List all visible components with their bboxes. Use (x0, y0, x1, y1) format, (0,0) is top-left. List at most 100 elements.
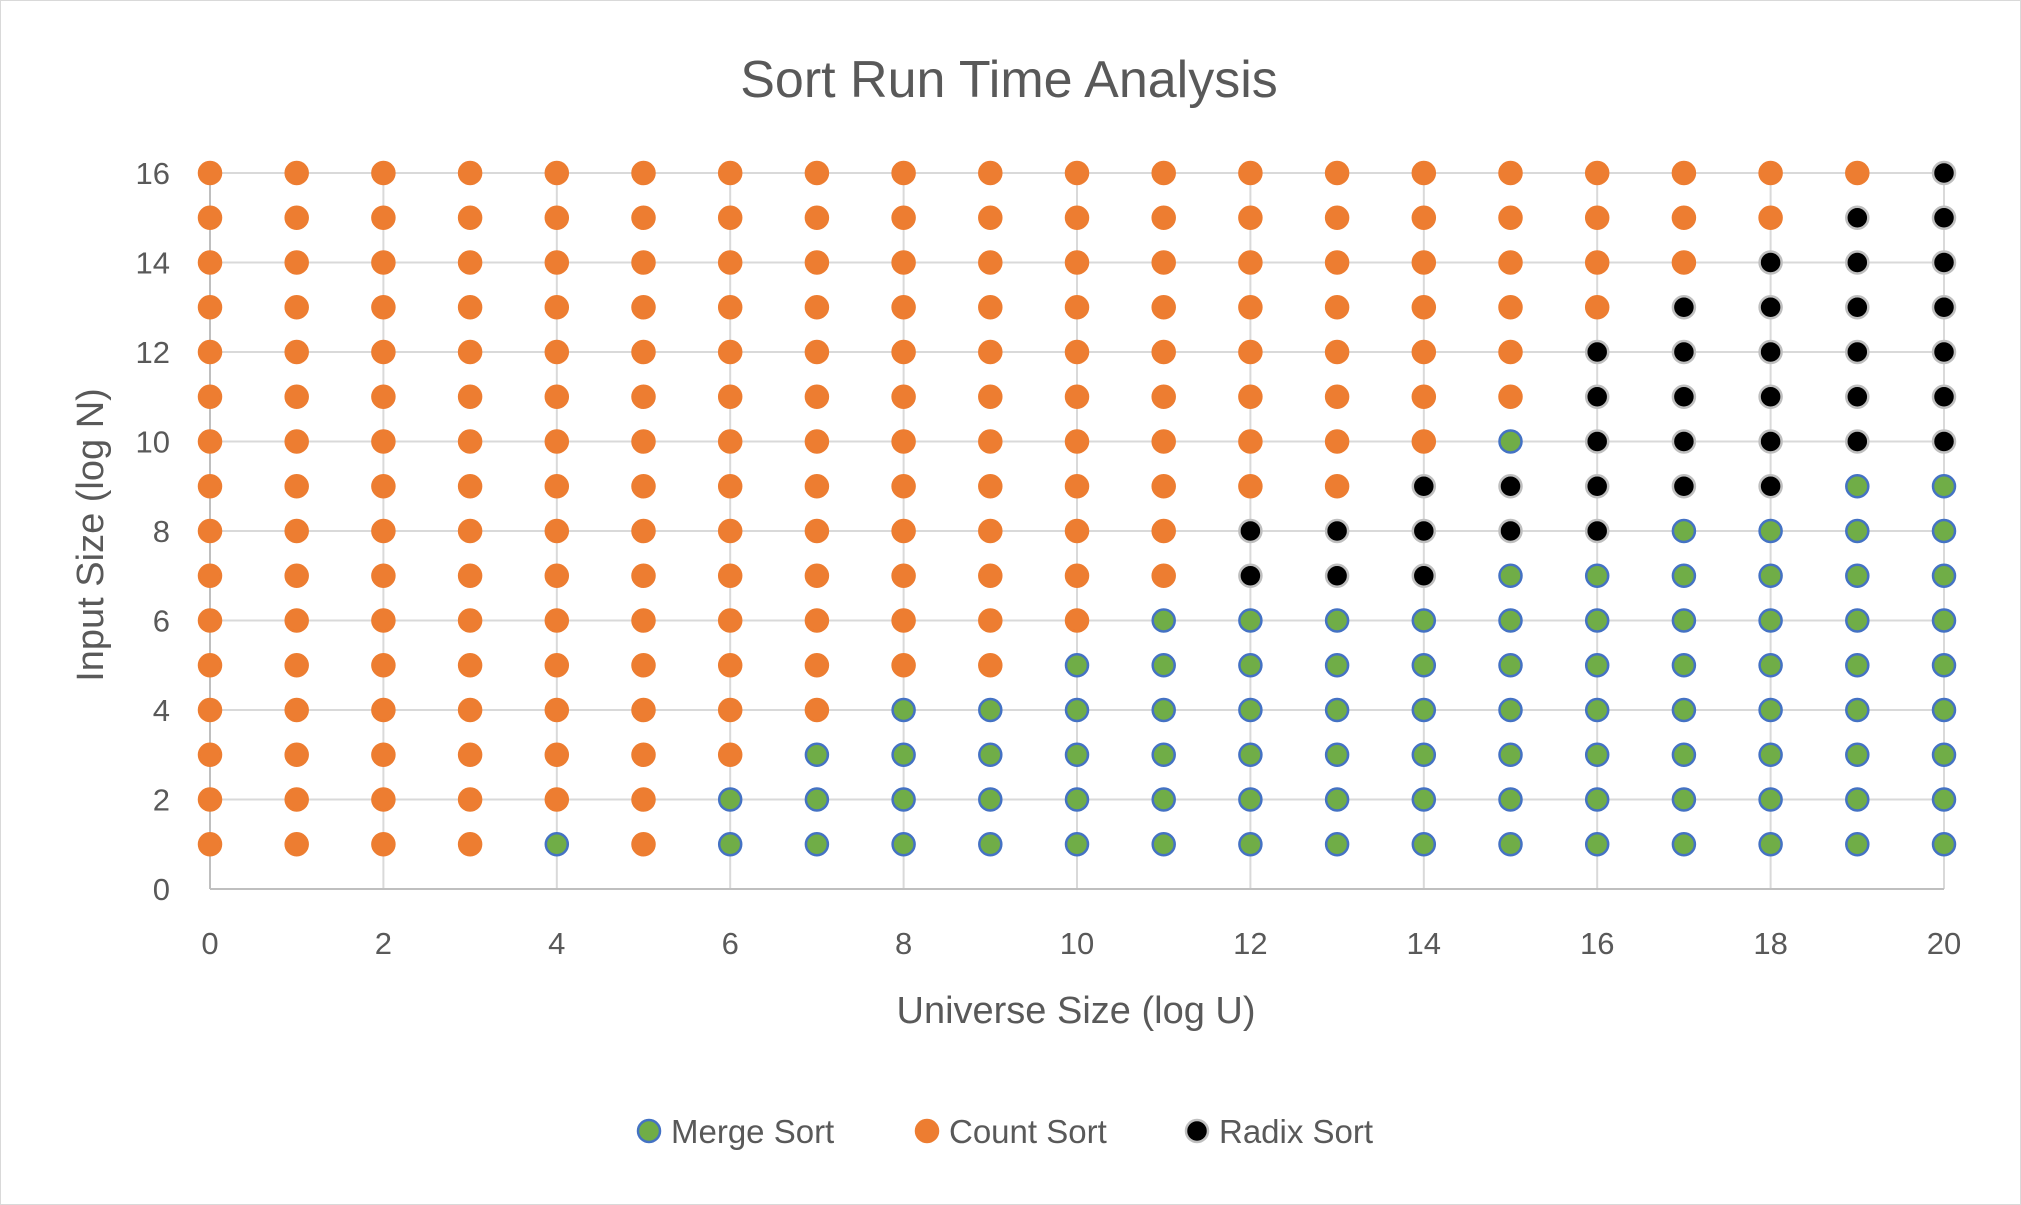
count-sort-point (804, 295, 830, 320)
y-tick-label: 12 (136, 335, 170, 370)
count-sort-point (371, 832, 396, 857)
merge-sort-point (1931, 474, 1957, 499)
count-sort-point (1151, 563, 1176, 588)
count-sort-point (717, 205, 743, 230)
x-tick-label: 8 (895, 926, 912, 961)
merge-sort-point (1931, 653, 1957, 678)
count-sort-point (457, 787, 483, 812)
count-sort-point (1411, 250, 1437, 275)
count-sort-point (1411, 295, 1437, 320)
count-sort-point (978, 608, 1003, 633)
merge-sort-point (1671, 563, 1697, 588)
count-sort-point (371, 474, 396, 499)
count-sort-point (457, 429, 483, 454)
count-sort-point (891, 295, 916, 320)
count-sort-point (197, 563, 223, 588)
count-sort-point (544, 250, 570, 275)
merge-sort-point (1584, 697, 1610, 723)
count-sort-point (631, 339, 656, 365)
merge-sort-point (1758, 832, 1783, 857)
count-sort-point (978, 339, 1003, 365)
merge-sort-point (1498, 787, 1523, 812)
merge-sort-point (1758, 653, 1783, 678)
count-sort-point (284, 832, 309, 857)
radix-sort-point (1671, 429, 1697, 454)
merge-sort-point (1845, 518, 1870, 544)
count-sort-point (457, 653, 483, 678)
count-sort-point (631, 160, 656, 186)
merge-sort-point (1498, 697, 1523, 723)
y-tick-label: 8 (153, 514, 170, 549)
count-sort-point (717, 160, 743, 186)
y-tick-label: 6 (153, 604, 170, 639)
y-tick-label: 14 (136, 246, 170, 281)
merge-sort-point (1238, 653, 1263, 678)
count-sort-point (1845, 160, 1870, 186)
count-sort-point (371, 608, 396, 633)
count-sort-point (631, 429, 656, 454)
count-sort-point (1064, 384, 1090, 409)
count-sort-point (804, 697, 830, 723)
count-sort-point (1498, 205, 1523, 230)
merge-sort-point (1671, 653, 1697, 678)
count-sort-point (804, 339, 830, 365)
legend-label: Radix Sort (1219, 1113, 1373, 1150)
merge-sort-point (1845, 787, 1870, 812)
merge-sort-point (1324, 697, 1350, 723)
count-sort-point (544, 429, 570, 454)
count-sort-point (804, 563, 830, 588)
merge-sort-point (1845, 653, 1870, 678)
merge-sort-point (1845, 742, 1870, 767)
count-sort-point (1498, 295, 1523, 320)
count-sort-point (717, 295, 743, 320)
x-tick-label: 18 (1753, 926, 1787, 961)
count-sort-point (804, 205, 830, 230)
count-sort-point (544, 160, 570, 186)
count-sort-point (891, 384, 916, 409)
merge-sort-point (1498, 653, 1523, 678)
radix-sort-point (1238, 518, 1263, 544)
count-sort-point (371, 787, 396, 812)
radix-sort-point (1584, 339, 1610, 365)
x-tick-label: 16 (1580, 926, 1614, 961)
merge-sort-point (717, 787, 743, 812)
count-sort-point (717, 563, 743, 588)
count-sort-point (1324, 339, 1350, 365)
count-sort-point (371, 429, 396, 454)
count-sort-point (457, 832, 483, 857)
count-sort-point (891, 518, 916, 544)
count-sort-point (717, 250, 743, 275)
count-sort-point (1151, 384, 1176, 409)
count-sort-point (457, 608, 483, 633)
merge-sort-point (1758, 787, 1783, 812)
merge-sort-point (1324, 742, 1350, 767)
count-sort-point (544, 339, 570, 365)
count-sort-point (1151, 295, 1176, 320)
count-sort-point (544, 697, 570, 723)
count-sort-point (457, 295, 483, 320)
merge-sort-point (1845, 563, 1870, 588)
count-sort-point (371, 384, 396, 409)
merge-sort-point (804, 742, 830, 767)
count-sort-point (284, 653, 309, 678)
merge-sort-point (1324, 608, 1350, 633)
merge-sort-point (1584, 832, 1610, 857)
count-sort-point (1151, 160, 1176, 186)
count-sort-point (1238, 474, 1263, 499)
count-sort-point (1064, 608, 1090, 633)
count-sort-point (544, 653, 570, 678)
count-sort-point (1758, 205, 1783, 230)
count-sort-point (1151, 250, 1176, 275)
count-sort-point (1671, 205, 1697, 230)
radix-sort-point (1845, 295, 1870, 320)
radix-sort-point (1845, 384, 1870, 409)
merge-sort-point (1931, 697, 1957, 723)
x-axis-title: Universe Size (log U) (897, 990, 1256, 1032)
radix-sort-point (1758, 250, 1783, 275)
count-sort-point (197, 384, 223, 409)
count-sort-point (631, 518, 656, 544)
count-sort-point (284, 160, 309, 186)
count-sort-point (197, 832, 223, 857)
merge-sort-point (978, 832, 1003, 857)
